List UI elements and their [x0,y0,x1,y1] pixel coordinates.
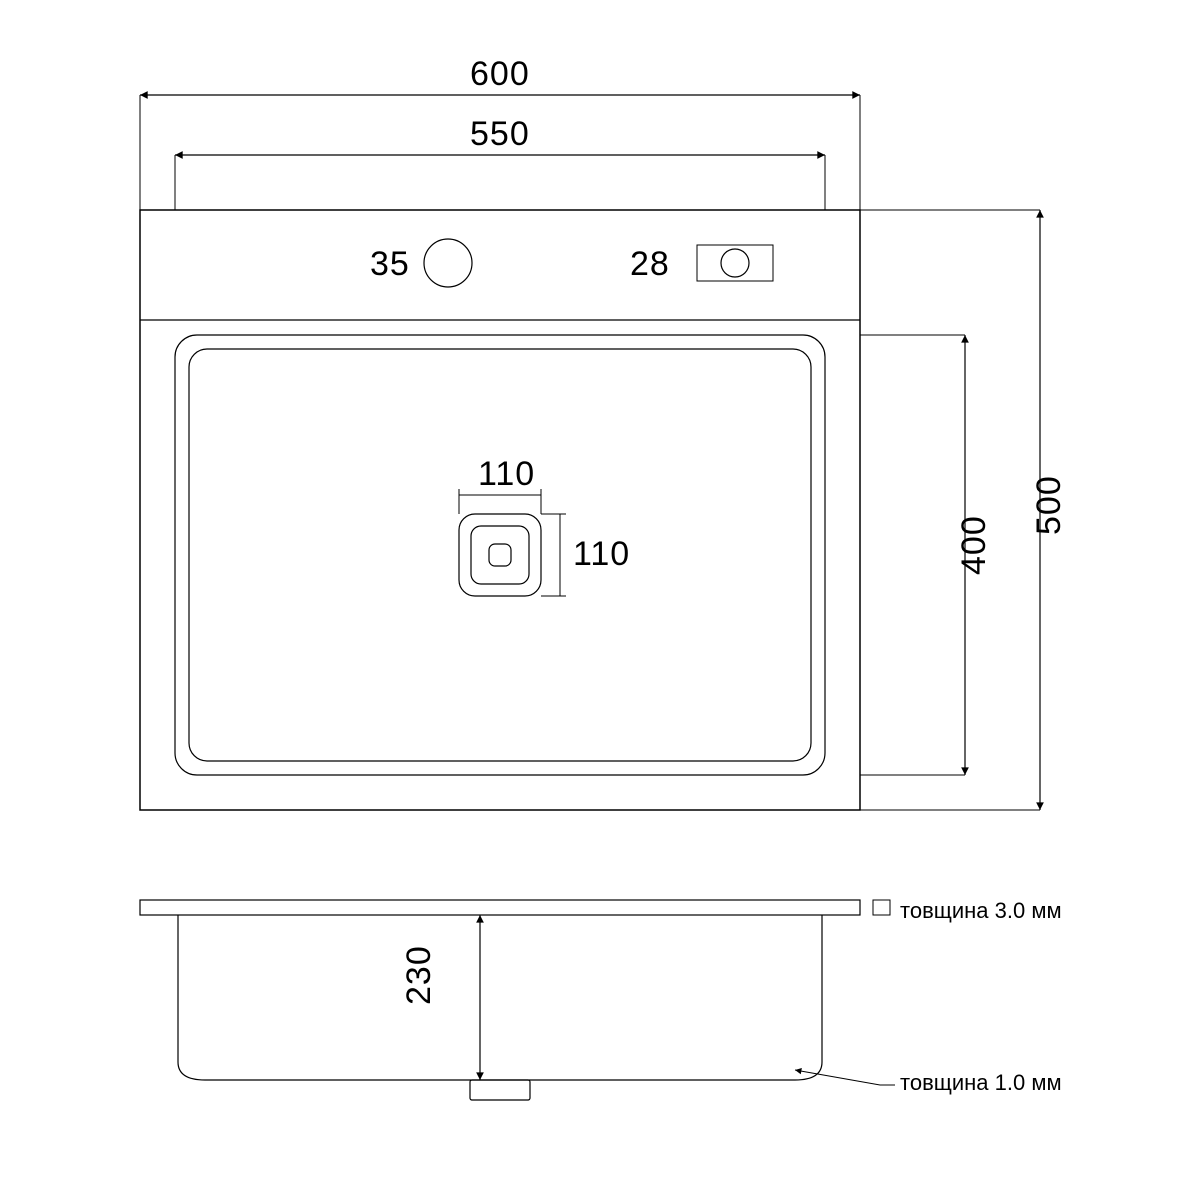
drain-inner [489,544,511,566]
outer-width-dim: 600 [470,55,530,93]
top-view: 35 28 [140,210,860,810]
sink-outer-rect [140,210,860,810]
dimensions: 110 110 600 550 500 400 230 [140,55,1068,1080]
side-view: товщина 3.0 мм товщина 1.0 мм [140,898,1062,1100]
thickness-top-marker [873,900,890,915]
outer-height-dim: 500 [1030,475,1068,535]
acc-hole [721,249,749,277]
bowl-inner [189,349,811,761]
acc-hole-dim: 28 [630,245,670,283]
drain-mid [471,526,529,584]
bowl-profile [178,915,822,1080]
drain-tail [470,1080,530,1100]
drain-width-dim: 110 [478,455,535,493]
faucet-hole-dim: 35 [370,245,410,283]
drain-height-dim: 110 [573,535,630,573]
inner-height-dim: 400 [955,515,993,575]
faucet-hole [424,239,472,287]
depth-dim: 230 [400,945,438,1005]
thickness-bot-note: товщина 1.0 мм [900,1070,1062,1095]
bowl-outer [175,335,825,775]
thickness-top-note: товщина 3.0 мм [900,898,1062,923]
technical-drawing: 3528 товщина 3.0 ммтовщина 1.0 мм 110110… [0,0,1200,1200]
inner-width-dim: 550 [470,115,530,153]
rim-rect [140,900,860,915]
acc-hole-box [697,245,773,281]
